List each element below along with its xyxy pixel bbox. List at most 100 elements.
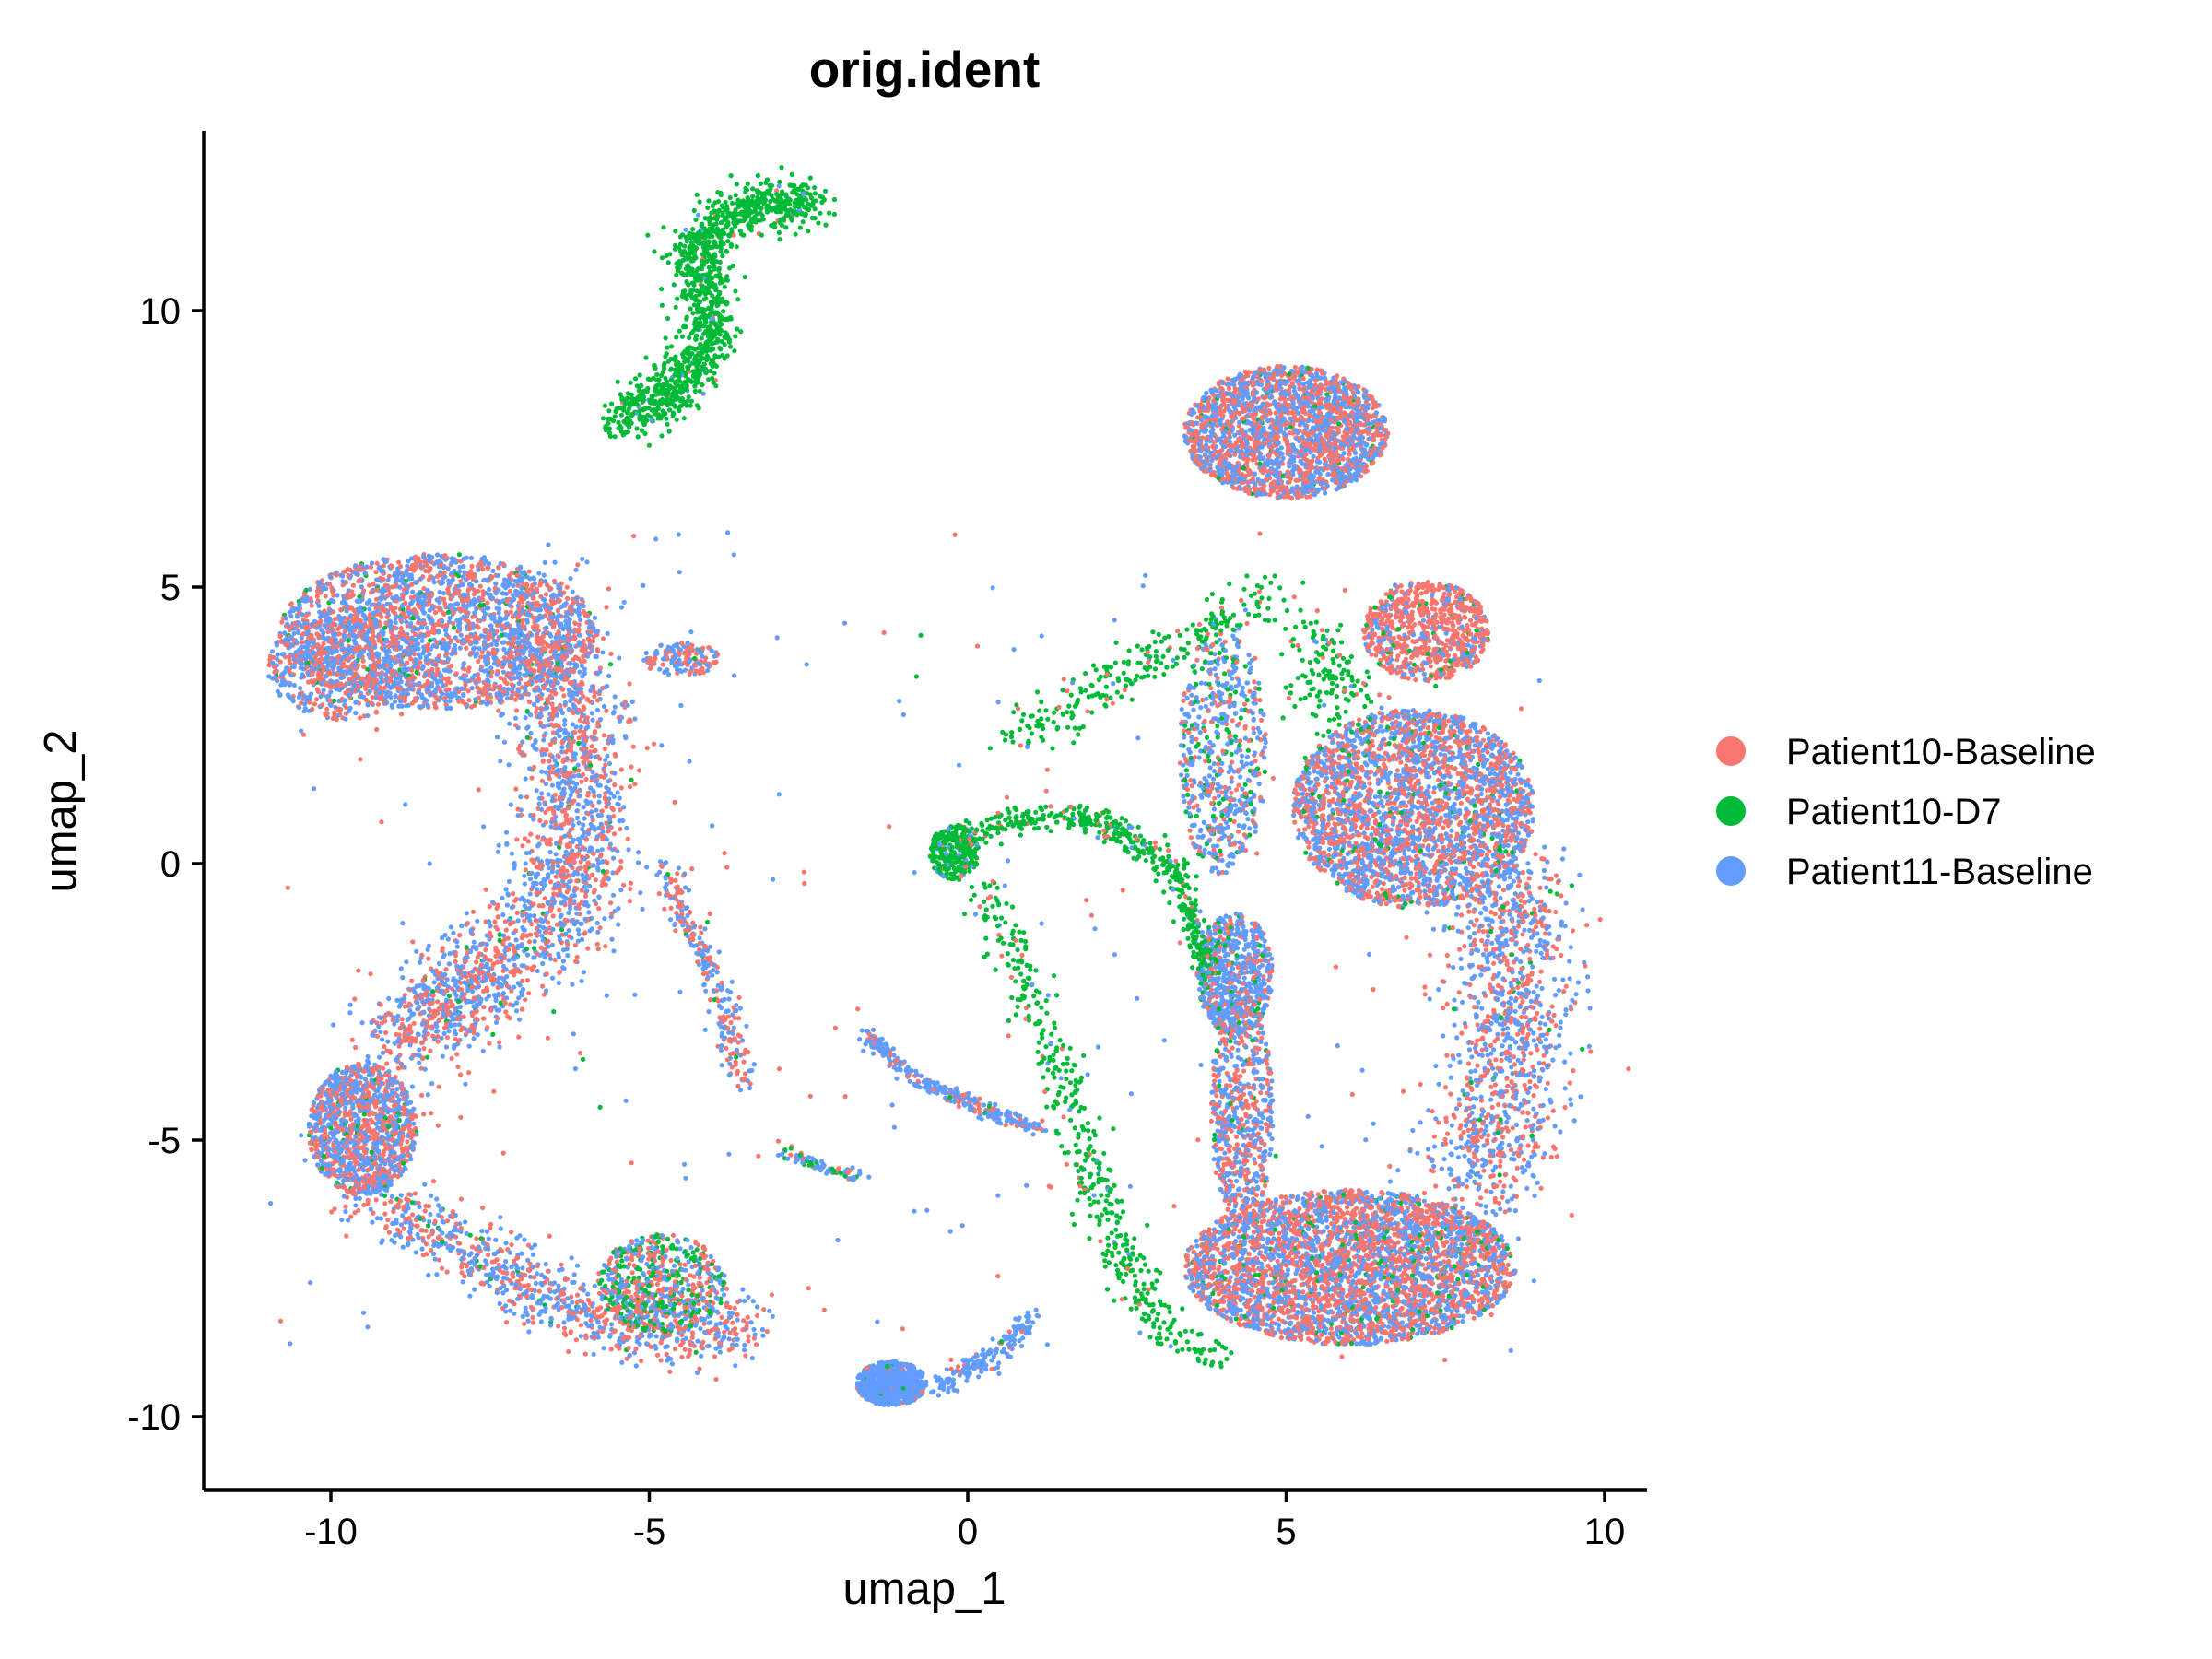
data-point (543, 731, 548, 736)
data-point (505, 935, 511, 941)
data-point (576, 905, 582, 911)
data-point (443, 967, 449, 972)
data-point (554, 666, 559, 672)
data-point (529, 857, 535, 863)
data-point (535, 856, 540, 862)
data-point (448, 596, 453, 602)
data-point (594, 834, 600, 840)
data-point (554, 922, 560, 927)
data-point (606, 877, 611, 882)
data-point (597, 688, 603, 694)
data-point (561, 693, 567, 699)
data-point (520, 575, 526, 581)
data-point (576, 932, 582, 937)
data-point (487, 903, 492, 910)
data-point (458, 632, 464, 638)
data-point (509, 642, 514, 648)
data-point (608, 900, 614, 906)
data-point (449, 580, 454, 585)
data-point (536, 841, 542, 847)
data-point (433, 687, 439, 693)
data-point (371, 680, 376, 686)
data-point (507, 588, 513, 594)
data-point (601, 733, 607, 738)
data-point (495, 1016, 500, 1021)
data-point (517, 665, 523, 671)
data-point (543, 819, 548, 826)
data-point (452, 1028, 457, 1033)
data-point (415, 1000, 420, 1006)
data-point (584, 720, 591, 725)
data-point (378, 1029, 383, 1035)
data-point (327, 582, 333, 587)
data-point (584, 653, 591, 659)
data-point (553, 762, 559, 768)
data-point (504, 621, 510, 627)
data-point (559, 892, 564, 898)
data-point (487, 972, 492, 978)
data-point (628, 886, 633, 892)
data-point (296, 694, 302, 700)
data-point (379, 614, 384, 620)
data-point (441, 637, 446, 642)
data-point (399, 1017, 405, 1022)
data-point (616, 922, 621, 927)
data-point (573, 595, 579, 602)
data-point (504, 983, 510, 989)
data-point (610, 892, 617, 898)
data-point (579, 978, 584, 984)
data-point (384, 1048, 390, 1053)
data-point (460, 1025, 465, 1030)
data-point (315, 598, 321, 604)
data-point (364, 600, 370, 606)
data-point (312, 654, 318, 660)
data-point (570, 788, 575, 794)
data-point (333, 637, 338, 642)
data-point (604, 799, 610, 805)
data-point (601, 877, 607, 882)
data-point (452, 649, 457, 654)
data-point (364, 635, 370, 641)
data-point (541, 992, 547, 997)
data-point (518, 794, 524, 800)
data-point (487, 1041, 492, 1046)
data-point (440, 581, 445, 586)
data-point (365, 702, 371, 708)
data-point (596, 799, 602, 805)
data-point (514, 955, 520, 960)
data-point (519, 571, 524, 576)
data-point (617, 795, 622, 801)
data-point (319, 645, 324, 652)
data-point (313, 697, 320, 702)
data-point (557, 703, 562, 709)
data-point (548, 879, 554, 885)
data-point (611, 709, 617, 715)
data-point (369, 602, 374, 607)
data-point (557, 734, 562, 739)
data-point (524, 952, 531, 958)
data-point (574, 808, 580, 814)
data-point (521, 963, 526, 969)
data-point (429, 1024, 435, 1030)
data-point (581, 970, 587, 975)
data-point (515, 918, 521, 924)
data-point (323, 650, 328, 655)
data-point (420, 978, 426, 983)
data-point (600, 836, 606, 841)
data-point (358, 653, 363, 659)
data-point (524, 933, 530, 938)
data-point (306, 642, 312, 648)
data-point (464, 945, 469, 950)
data-point (311, 640, 316, 646)
data-point (571, 634, 577, 640)
data-point (541, 572, 547, 578)
data-point (345, 616, 350, 621)
data-point (569, 646, 574, 652)
data-point (434, 552, 441, 558)
data-point (393, 619, 398, 626)
data-point (309, 632, 314, 638)
data-point (432, 628, 438, 633)
data-point (629, 699, 636, 705)
data-point (498, 1000, 503, 1006)
data-point (285, 621, 290, 627)
